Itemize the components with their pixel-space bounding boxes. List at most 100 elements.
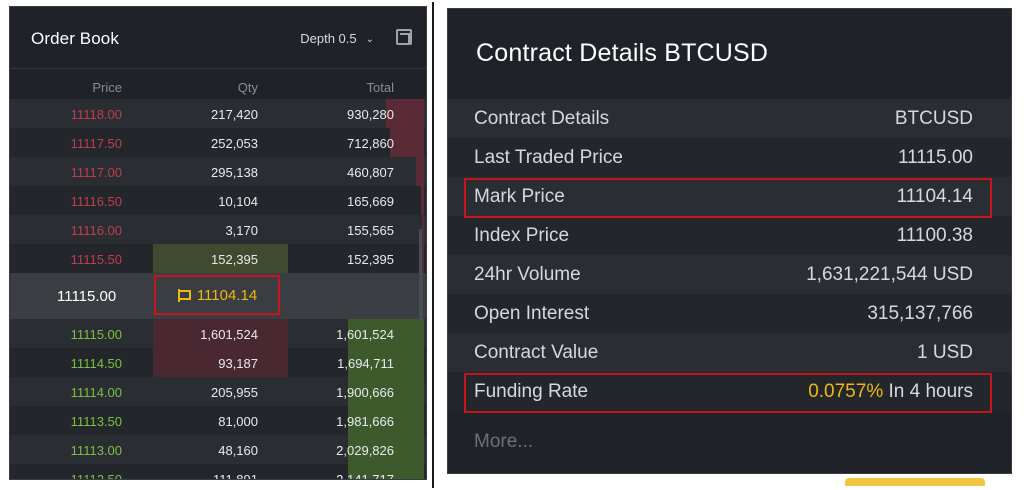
contract-row-value: 11104.14	[896, 186, 973, 207]
funding-rate-row: Funding Rate 0.0757% In 4 hours	[448, 372, 1011, 413]
order-price: 11115.00	[70, 327, 122, 342]
total-depth-bar	[422, 244, 424, 273]
order-price: 11112.50	[70, 472, 122, 480]
order-total: 165,669	[347, 194, 394, 209]
column-header-total: Total	[366, 80, 394, 95]
contract-row: Index Price 11100.38	[448, 216, 1011, 255]
total-depth-bar	[421, 186, 424, 215]
order-book-rows: 11118.00 217,420 930,280 11117.50 252,053 712…	[10, 99, 426, 480]
contract-row-label: Contract Details	[474, 108, 610, 129]
contract-row-label: Contract Value	[474, 342, 599, 363]
order-row-ask[interactable]: 11117.50 252,053 712,860	[10, 128, 426, 157]
total-depth-bar	[348, 406, 424, 435]
contract-row-value: 1,631,221,544 USD	[806, 264, 973, 285]
contract-row-value: 11100.38	[896, 225, 973, 246]
order-book-panel: Order Book Depth 0.5 ⌄ Price Qty Total 1…	[9, 6, 427, 480]
order-total: 2,029,826	[336, 443, 394, 458]
order-row-bid[interactable]: 11114.50 93,187 1,694,711	[10, 348, 426, 377]
order-total: 155,565	[347, 223, 394, 238]
order-total: 460,807	[347, 165, 394, 180]
order-price: 11118.00	[70, 107, 122, 122]
order-total: 2,141,717	[336, 472, 394, 480]
order-qty: 217,420	[211, 107, 258, 122]
panel-separator	[432, 2, 434, 488]
last-traded-price: 11115.00	[57, 288, 117, 305]
asks-list: 11118.00 217,420 930,280 11117.50 252,053 712…	[10, 99, 426, 273]
order-row-bid[interactable]: 11113.50 81,000 1,981,666	[10, 406, 426, 435]
order-row-bid[interactable]: 11112.50 111,891 2,141,717	[10, 464, 426, 480]
order-qty: 10,104	[218, 194, 258, 209]
order-price: 11117.50	[70, 136, 122, 151]
chevron-down-icon: ⌄	[365, 34, 374, 45]
order-total: 712,860	[347, 136, 394, 151]
contract-row-label: Index Price	[474, 225, 570, 246]
contract-row: Contract Details BTCUSD	[448, 99, 1011, 138]
order-row-ask[interactable]: 11117.00 295,138 460,807	[10, 157, 426, 186]
order-book-scrollbar[interactable]	[419, 229, 423, 357]
order-price: 11115.50	[70, 252, 122, 267]
order-price: 11114.50	[70, 356, 122, 371]
order-row-ask[interactable]: 11116.00 3,170 155,565	[10, 215, 426, 244]
order-total: 152,395	[347, 252, 394, 267]
order-price: 11116.50	[70, 194, 122, 209]
mark-price-value: 11104.14	[196, 286, 258, 304]
order-total: 1,981,666	[336, 414, 394, 429]
contract-row-value: 1 USD	[917, 342, 973, 363]
contract-details-rows: Contract Details BTCUSD Last Traded Price 1…	[448, 99, 1011, 413]
funding-rate-label: Funding Rate	[474, 381, 589, 402]
total-depth-bar	[422, 215, 424, 244]
order-qty: 48,160	[218, 443, 258, 458]
order-price: 11114.00	[70, 385, 122, 400]
order-row-ask[interactable]: 11115.50 152,395 152,395	[10, 244, 426, 273]
order-qty: 152,395	[211, 252, 258, 267]
order-row-bid[interactable]: 11115.00 1,601,524 1,601,524	[10, 319, 426, 348]
expand-icon[interactable]	[396, 29, 412, 45]
contract-row-value: 11115.00	[897, 147, 973, 168]
order-row-bid[interactable]: 11114.00 205,955 1,900,666	[10, 377, 426, 406]
column-header-qty: Qty	[237, 80, 258, 95]
order-price: 11117.00	[70, 165, 122, 180]
depth-selector[interactable]: Depth 0.5 ⌄	[300, 31, 374, 46]
total-depth-bar	[416, 157, 424, 186]
spread-row: 11115.00 11104.14	[10, 273, 426, 319]
contract-row-value: BTCUSD	[894, 108, 973, 129]
order-total: 930,280	[347, 107, 394, 122]
total-depth-bar	[348, 319, 424, 348]
contract-row-label: Last Traded Price	[474, 147, 623, 168]
contract-row-value: 315,137,766	[867, 303, 973, 324]
contract-row: Last Traded Price 11115.00	[448, 138, 1011, 177]
contract-row: Open Interest 315,137,766	[448, 294, 1011, 333]
contract-row: Contract Value 1 USD	[448, 333, 1011, 372]
order-qty: 3,170	[225, 223, 258, 238]
total-depth-bar	[348, 377, 424, 406]
funding-rate-percent: 0.0757%	[808, 381, 884, 402]
order-book-column-headers: Price Qty Total	[10, 69, 426, 99]
order-total: 1,900,666	[336, 385, 394, 400]
order-price: 11113.00	[70, 443, 122, 458]
total-depth-bar	[348, 464, 424, 479]
contract-details-title: Contract Details BTCUSD	[476, 39, 769, 67]
depth-label: Depth 0.5	[300, 31, 357, 46]
contract-row: Mark Price 11104.14	[448, 177, 1011, 218]
order-qty: 252,053	[211, 136, 258, 151]
order-qty: 205,955	[211, 385, 258, 400]
partial-button	[845, 478, 985, 486]
order-row-ask[interactable]: 11116.50 10,104 165,669	[10, 186, 426, 215]
order-qty: 81,000	[218, 414, 258, 429]
order-price: 11116.00	[70, 223, 122, 238]
order-book-header: Order Book Depth 0.5 ⌄	[10, 7, 426, 69]
qty-depth-bar	[153, 348, 288, 377]
order-qty: 1,601,524	[200, 327, 258, 342]
contract-details-panel: Contract Details BTCUSD Contract Details…	[447, 8, 1012, 474]
bids-list: 11115.00 1,601,524 1,601,524 11114.50 93,187…	[10, 319, 426, 480]
funding-rate-countdown: In 4 hours	[883, 381, 973, 402]
order-qty: 93,187	[218, 356, 258, 371]
order-book-title: Order Book	[31, 29, 119, 48]
funding-rate-value: 0.0757% In 4 hours	[808, 381, 973, 403]
order-qty: 111,891	[212, 472, 258, 480]
order-row-ask[interactable]: 11118.00 217,420 930,280	[10, 99, 426, 128]
order-row-bid[interactable]: 11113.00 48,160 2,029,826	[10, 435, 426, 464]
order-total: 1,694,711	[337, 356, 394, 371]
more-link[interactable]: More...	[474, 431, 534, 452]
mark-price-highlight: 11104.14	[154, 275, 280, 315]
